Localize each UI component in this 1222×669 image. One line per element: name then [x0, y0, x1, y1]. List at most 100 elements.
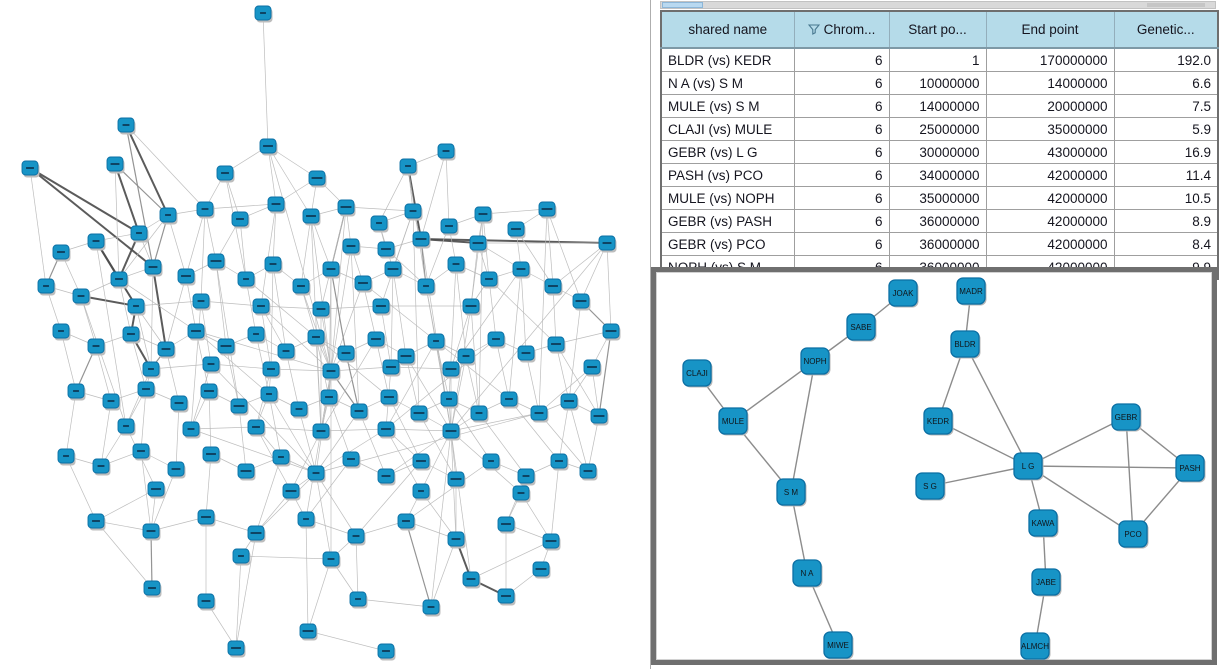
network-node[interactable] — [192, 293, 211, 311]
network-node[interactable] — [216, 165, 235, 183]
network-node[interactable] — [397, 348, 416, 366]
network-edge[interactable] — [405, 355, 452, 432]
column-header-endpoint[interactable]: End point — [985, 10, 1115, 49]
sub-network-node-bldr[interactable]: BLDR — [950, 330, 981, 359]
network-edge[interactable] — [455, 263, 467, 357]
network-node[interactable] — [560, 393, 579, 411]
table-cell[interactable]: PASH (vs) PCO — [660, 163, 795, 187]
network-edge[interactable] — [378, 165, 409, 224]
network-node[interactable] — [92, 458, 111, 476]
network-node[interactable] — [252, 298, 271, 316]
network-edge[interactable] — [200, 300, 212, 365]
table-cell[interactable]: 6 — [793, 140, 890, 164]
network-node[interactable] — [137, 381, 156, 399]
network-edge[interactable] — [240, 555, 332, 560]
network-edge[interactable] — [450, 412, 540, 432]
network-edge[interactable] — [167, 214, 187, 277]
network-node[interactable] — [237, 463, 256, 481]
table-cell[interactable]: 6 — [793, 117, 890, 141]
network-edge[interactable] — [135, 300, 202, 307]
network-edge[interactable] — [330, 245, 352, 372]
network-node[interactable] — [207, 253, 226, 271]
sub-network-node-jabe[interactable]: JABE — [1031, 568, 1062, 597]
network-edge[interactable] — [420, 238, 608, 244]
network-node[interactable] — [197, 509, 216, 527]
network-edge[interactable] — [190, 426, 257, 430]
table-row[interactable]: MULE (vs) S M 6 14000000 20000000 7.5 — [660, 94, 1219, 118]
network-edge[interactable] — [330, 366, 392, 372]
network-edge[interactable] — [152, 266, 167, 350]
network-node[interactable] — [254, 5, 273, 23]
network-edge[interactable] — [320, 206, 347, 310]
main-network-panel[interactable] — [0, 0, 650, 669]
network-node[interactable] — [538, 201, 557, 219]
network-edge[interactable] — [552, 285, 557, 345]
table-cell[interactable]: 6 — [793, 47, 890, 72]
network-edge[interactable] — [150, 468, 177, 532]
network-node[interactable] — [422, 599, 441, 617]
sub-network-node-pash[interactable]: PASH — [1175, 454, 1206, 483]
network-node[interactable] — [322, 261, 341, 279]
network-node[interactable] — [197, 593, 216, 611]
network-node[interactable] — [117, 117, 136, 135]
network-edge[interactable] — [118, 214, 169, 280]
network-edge[interactable] — [478, 412, 527, 477]
network-edge[interactable] — [435, 340, 452, 432]
network-node[interactable] — [497, 516, 516, 534]
network-node[interactable] — [590, 408, 609, 426]
network-edge[interactable] — [208, 390, 212, 455]
network-edge[interactable] — [515, 228, 554, 287]
network-node[interactable] — [132, 443, 151, 461]
network-edge[interactable] — [555, 343, 600, 417]
network-edge[interactable] — [470, 213, 484, 307]
network-edge[interactable] — [546, 208, 554, 287]
table-horizontal-scrollbar[interactable] — [660, 1, 1216, 9]
table-cell[interactable]: 14000000 — [985, 71, 1115, 95]
table-cell[interactable]: 6 — [793, 186, 890, 210]
network-edge[interactable] — [580, 242, 608, 302]
network-node[interactable] — [342, 451, 361, 469]
network-node[interactable] — [337, 199, 356, 217]
network-node[interactable] — [542, 533, 561, 551]
sub-network-edge[interactable] — [1027, 465, 1134, 535]
network-edge[interactable] — [262, 12, 269, 147]
network-node[interactable] — [517, 345, 536, 363]
network-node[interactable] — [264, 256, 283, 274]
network-node[interactable] — [227, 640, 246, 658]
network-node[interactable] — [347, 528, 366, 546]
table-cell[interactable]: 7.5 — [1113, 94, 1219, 118]
network-edge[interactable] — [508, 268, 522, 400]
network-edge[interactable] — [450, 305, 472, 432]
network-edge[interactable] — [310, 215, 332, 372]
sub-network-node-joak[interactable]: JOAK — [888, 279, 919, 308]
table-cell[interactable]: 6 — [793, 163, 890, 187]
network-node[interactable] — [507, 221, 526, 239]
network-edge[interactable] — [558, 400, 570, 462]
network-edge[interactable] — [320, 305, 382, 310]
network-edge[interactable] — [215, 260, 227, 347]
network-node[interactable] — [312, 423, 331, 441]
network-edge[interactable] — [380, 210, 414, 307]
network-node[interactable] — [550, 453, 569, 471]
network-edge[interactable] — [495, 338, 510, 400]
network-edge[interactable] — [357, 598, 432, 608]
network-edge[interactable] — [315, 370, 332, 474]
sub-network-canvas[interactable]: JOAK MADR SABE BLDR NOPH CLAJI MULE KEDR GEBR L G… — [656, 272, 1212, 660]
network-node[interactable] — [147, 481, 166, 499]
network-node[interactable] — [572, 293, 591, 311]
table-cell[interactable]: 42000000 — [985, 163, 1115, 187]
network-edge[interactable] — [328, 396, 352, 460]
network-edge[interactable] — [290, 430, 322, 492]
network-node[interactable] — [272, 449, 291, 467]
network-edge[interactable] — [190, 300, 202, 430]
network-edge[interactable] — [450, 242, 608, 432]
table-row[interactable]: BLDR (vs) KEDR 6 1 170000000 192.0 — [660, 47, 1219, 72]
network-node[interactable] — [404, 203, 423, 221]
network-edge[interactable] — [200, 208, 206, 302]
network-edge[interactable] — [225, 345, 240, 407]
network-node[interactable] — [367, 331, 386, 349]
network-edge[interactable] — [385, 430, 452, 477]
network-edge[interactable] — [268, 393, 282, 458]
network-node[interactable] — [122, 326, 141, 344]
network-edge[interactable] — [307, 630, 387, 652]
